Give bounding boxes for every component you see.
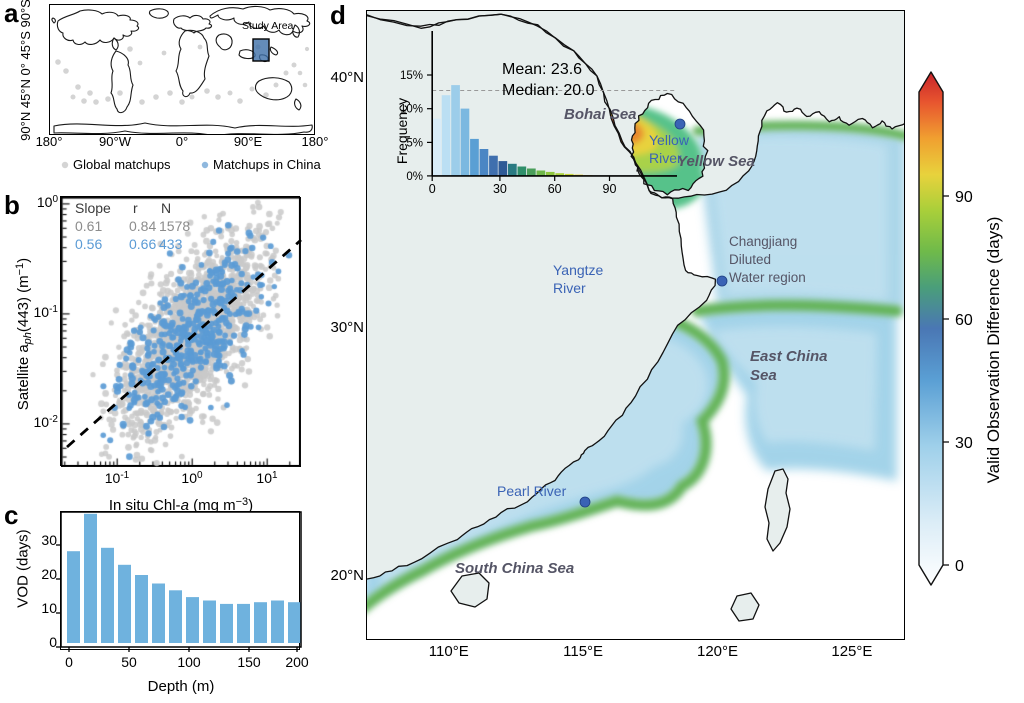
svg-text:0: 0 [49,634,57,650]
svg-text:Pearl River: Pearl River [497,483,567,499]
svg-text:Yellow Sea: Yellow Sea [677,153,755,170]
svg-text:Yangtze: Yangtze [553,262,604,278]
svg-text:10-2: 10-2 [34,414,59,431]
svg-text:90°W: 90°W [99,134,132,149]
svg-text:20: 20 [41,566,57,582]
svg-text:Mean: 23.6: Mean: 23.6 [502,61,582,78]
svg-text:115°E: 115°E [563,643,603,660]
svg-text:0: 0 [429,182,436,196]
svg-text:Frequency: Frequency [394,98,410,164]
svg-text:125°E: 125°E [831,643,872,660]
svg-text:60: 60 [955,312,973,329]
svg-text:100: 100 [37,194,59,211]
svg-text:South China Sea: South China Sea [455,560,574,577]
svg-text:0: 0 [955,558,964,575]
svg-text:180°: 180° [36,134,63,149]
svg-text:100: 100 [177,654,201,670]
svg-text:Yellow: Yellow [649,132,690,148]
svg-text:200: 200 [285,654,309,670]
svg-text:110°E: 110°E [429,643,469,660]
svg-text:Water region: Water region [729,270,806,285]
svg-text:0%: 0% [406,171,423,183]
svg-text:10-1: 10-1 [105,470,130,487]
svg-text:90: 90 [603,182,617,196]
svg-text:Changjiang: Changjiang [729,234,797,249]
svg-text:Valid Observation Difference (: Valid Observation Difference (days) [984,217,1003,484]
svg-text:120°E: 120°E [697,643,738,660]
svg-text:90: 90 [955,189,973,206]
svg-text:Matchups in China: Matchups in China [213,157,321,172]
svg-text:Study Area: Study Area [242,20,294,32]
svg-text:101: 101 [256,470,278,487]
svg-text:60: 60 [548,182,562,196]
svg-text:20°N: 20°N [330,567,364,584]
svg-text:River: River [553,280,586,296]
svg-text:Diluted: Diluted [729,252,771,267]
svg-text:30°N: 30°N [330,319,364,336]
svg-text:River: River [649,150,682,166]
svg-text:0°: 0° [176,134,188,149]
svg-text:Sea: Sea [750,367,777,384]
svg-text:Bohai Sea: Bohai Sea [564,106,637,123]
svg-text:0: 0 [65,654,73,670]
svg-text:East China: East China [750,348,828,365]
svg-text:90°N 45°N 0° 45°S 90°S: 90°N 45°N 0° 45°S 90°S [18,0,33,141]
svg-text:Median: 20.0: Median: 20.0 [502,82,595,99]
svg-text:30: 30 [493,182,507,196]
svg-text:40°N: 40°N [330,69,364,86]
svg-text:15%: 15% [400,70,423,82]
svg-text:Global matchups: Global matchups [73,157,171,172]
svg-text:100: 100 [181,470,203,487]
svg-text:30: 30 [41,532,57,548]
svg-text:180°: 180° [302,134,329,149]
svg-text:50: 50 [121,654,137,670]
svg-text:150: 150 [237,654,261,670]
svg-text:30: 30 [955,435,973,452]
svg-text:10-1: 10-1 [34,304,59,321]
svg-text:90°E: 90°E [234,134,263,149]
svg-text:10: 10 [41,600,57,616]
